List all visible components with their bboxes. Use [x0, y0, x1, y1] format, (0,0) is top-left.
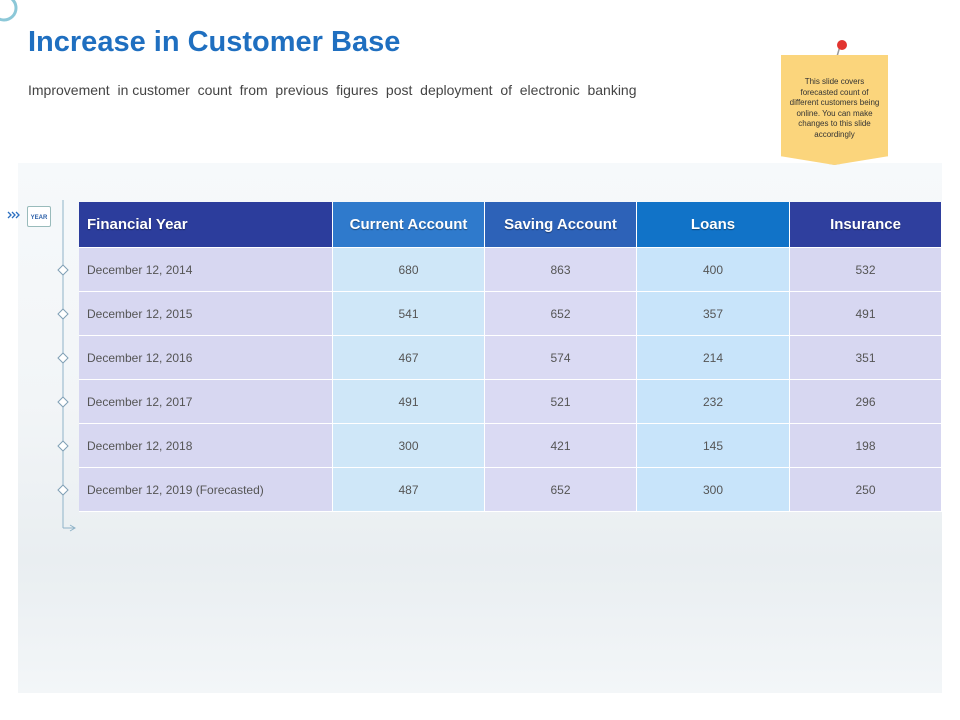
timeline-diamond [57, 484, 69, 496]
header-cell: Loans [637, 202, 790, 248]
table-cell: 863 [485, 248, 637, 292]
table-cell: 467 [333, 336, 485, 380]
sticky-note [781, 55, 888, 165]
table-cell: 574 [485, 336, 637, 380]
timeline-diamond [57, 308, 69, 320]
chevrons [7, 211, 20, 219]
table-cell: 300 [637, 468, 790, 512]
timeline-diamonds [57, 264, 69, 496]
timeline-diamond [57, 264, 69, 276]
table-cell: December 12, 2017 [79, 380, 333, 424]
table-cell: 250 [790, 468, 942, 512]
title: Increase in Customer Base [28, 26, 401, 58]
timeline-diamond [57, 440, 69, 452]
table-cell: December 12, 2014 [79, 248, 333, 292]
table-cell: 300 [333, 424, 485, 468]
table-cell: 491 [790, 292, 942, 336]
table-cell: 652 [485, 468, 637, 512]
table-cell: 491 [333, 380, 485, 424]
table-cell: 421 [485, 424, 637, 468]
pin-head [837, 40, 847, 50]
table-cell: 541 [333, 292, 485, 336]
header-cell: Financial Year [79, 202, 333, 248]
table-cell: 296 [790, 380, 942, 424]
corner-circle [0, 0, 18, 22]
table-cell: December 12, 2019 (Forecasted) [79, 468, 333, 512]
table-cell: 232 [637, 380, 790, 424]
year-badge: YEAR [27, 206, 51, 227]
table-cell: 532 [790, 248, 942, 292]
header-cell: Insurance [790, 202, 942, 248]
table-cell: 198 [790, 424, 942, 468]
timeline-diamond [57, 352, 69, 364]
table-cell: 680 [333, 248, 485, 292]
table-cell: December 12, 2018 [79, 424, 333, 468]
note-text: This slide covers forecasted count of di… [789, 77, 880, 139]
table-cell: 357 [637, 292, 790, 336]
header-cell: Saving Account [485, 202, 637, 248]
subtitle: Improvement in customer count from previ… [28, 82, 637, 98]
table-cell: December 12, 2015 [79, 292, 333, 336]
table-cell: 145 [637, 424, 790, 468]
header-cell: Current Account [333, 202, 485, 248]
table-cell: 351 [790, 336, 942, 380]
table-cell: December 12, 2016 [79, 336, 333, 380]
table-cell: 400 [637, 248, 790, 292]
timeline-arrow [69, 524, 76, 532]
table-cell: 652 [485, 292, 637, 336]
timeline-diamond [57, 396, 69, 408]
table-cell: 487 [333, 468, 485, 512]
table-cell: 521 [485, 380, 637, 424]
table-cell: 214 [637, 336, 790, 380]
